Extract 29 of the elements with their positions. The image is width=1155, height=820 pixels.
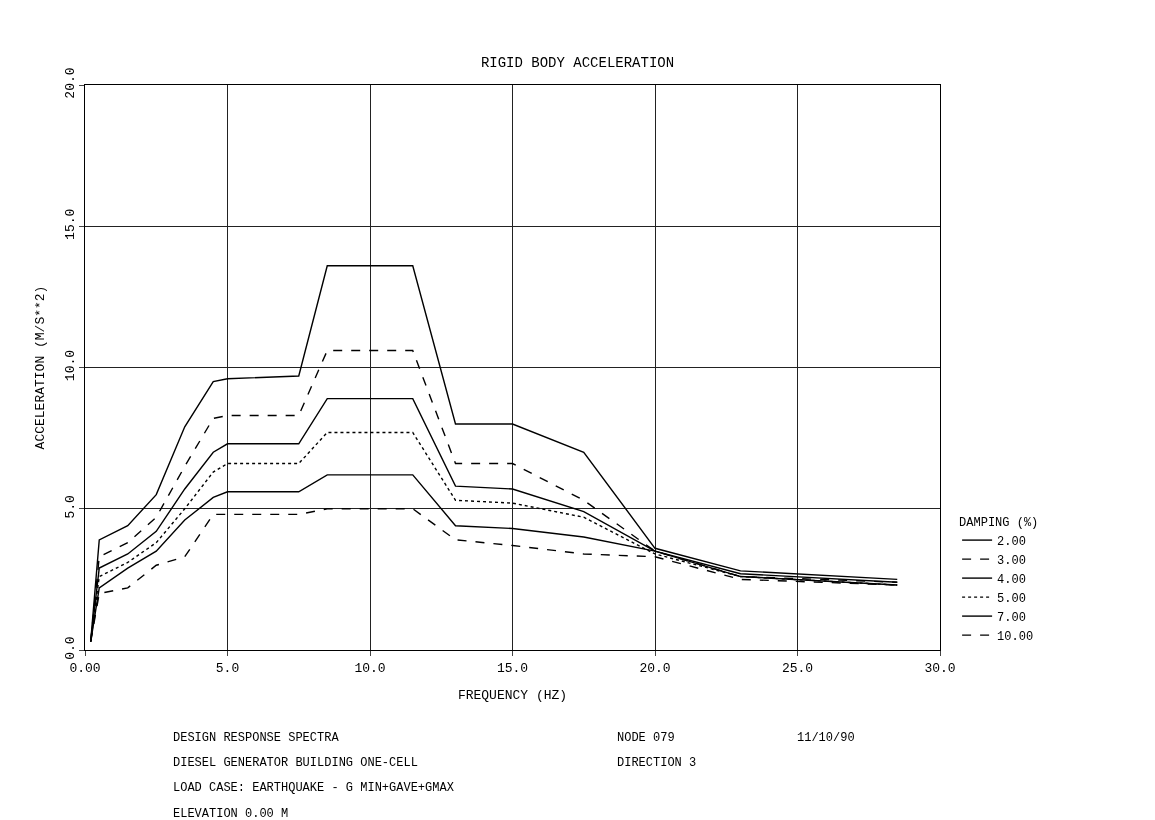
x-tick-label: 5.0 bbox=[215, 660, 240, 676]
legend-label: 5.00 bbox=[997, 591, 1026, 606]
legend-label: 3.00 bbox=[997, 553, 1026, 568]
legend-label: 7.00 bbox=[997, 610, 1026, 625]
chart-title: RIGID BODY ACCELERATION bbox=[480, 55, 675, 72]
x-tick-label: 20.0 bbox=[639, 660, 671, 676]
x-axis-title: FREQUENCY (HZ) bbox=[457, 688, 568, 704]
y-tick-label: 0.0 bbox=[62, 636, 78, 660]
text: LOAD CASE: EARTHQUAKE - G MIN+GAVE+GMAX bbox=[173, 781, 454, 795]
y-axis-title: ACCELERATION (M/S**2) bbox=[32, 285, 48, 450]
legend-label: 4.00 bbox=[997, 572, 1026, 587]
text: DIESEL GENERATOR BUILDING ONE-CELL bbox=[173, 756, 418, 770]
x-tick-label: 10.0 bbox=[354, 660, 386, 676]
legend-title: DAMPING (%) bbox=[959, 515, 1039, 530]
y-tick-label: 10.0 bbox=[62, 349, 78, 382]
text: DESIGN RESPONSE SPECTRA bbox=[173, 731, 340, 745]
y-tick-label: 5.0 bbox=[62, 495, 78, 519]
y-tick-label: 15.0 bbox=[62, 208, 78, 240]
text: ELEVATION 0.00 M bbox=[173, 807, 289, 820]
x-tick-label: 25.0 bbox=[781, 660, 814, 676]
legend-label: 2.00 bbox=[997, 534, 1026, 549]
x-tick-label: 15.0 bbox=[496, 660, 529, 676]
x-tick-label: 30.0 bbox=[924, 660, 956, 676]
y-tick-label: 20.0 bbox=[62, 67, 78, 99]
text: DIRECTION 3 bbox=[617, 756, 697, 770]
x-tick-label: 0.00 bbox=[69, 660, 101, 676]
text: NODE 079 bbox=[617, 731, 675, 745]
text: 11/10/90 bbox=[797, 731, 855, 745]
legend-label: 10.00 bbox=[997, 629, 1034, 644]
